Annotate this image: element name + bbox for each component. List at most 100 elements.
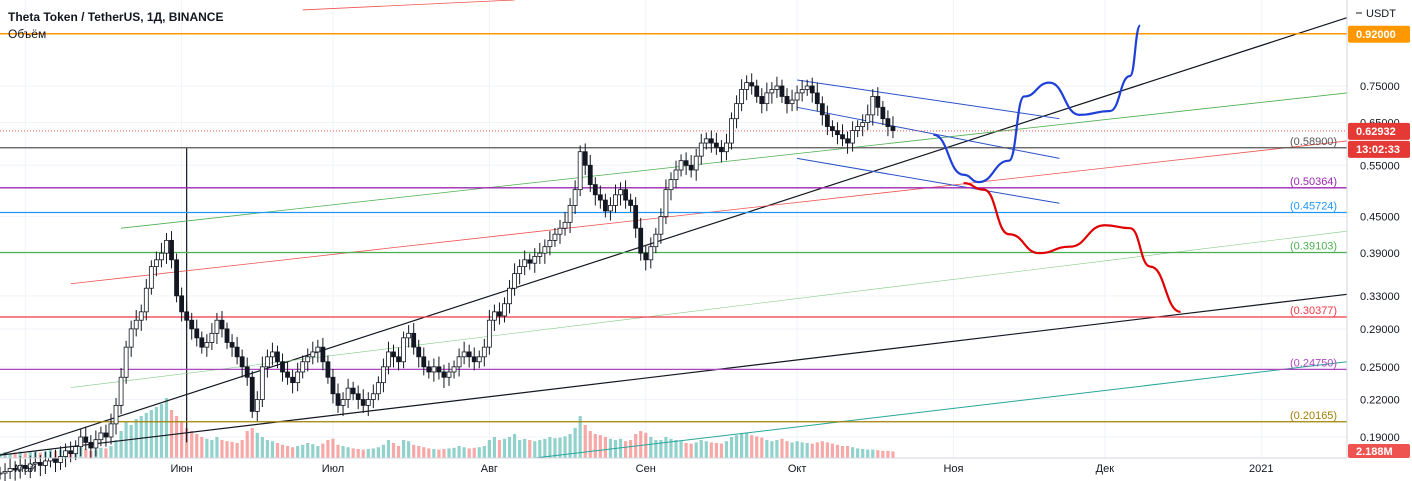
- price-axis[interactable]: USDT0.750000.650000.550000.450000.390000…: [1356, 8, 1400, 444]
- volume-bar: [28, 452, 32, 458]
- candle-body: [547, 239, 553, 248]
- candle-body: [335, 393, 341, 406]
- candle-body: [678, 160, 684, 171]
- candle-body: [890, 126, 896, 131]
- candle-body: [148, 266, 154, 289]
- candle-body: [512, 273, 517, 289]
- currency-label[interactable]: USDT: [1366, 8, 1396, 20]
- candle-body: [708, 138, 714, 144]
- candle-body: [199, 337, 205, 348]
- candle-body: [53, 457, 58, 463]
- volume-bar: [250, 428, 254, 458]
- candle-body: [280, 361, 285, 373]
- horizontal-levels: (0.58900) (0.50364) (0.45724) (0.39103) (0.3…: [0, 33, 1347, 423]
- candle-body: [103, 432, 109, 438]
- volume-bar: [861, 449, 865, 458]
- y-tick-label: 0.29000: [1360, 324, 1400, 336]
- volume-bar: [810, 443, 814, 458]
- candle-body: [345, 387, 351, 400]
- candle-body: [391, 351, 396, 358]
- volume-bar: [770, 441, 774, 458]
- time-axis[interactable]: Май Июн Июл Авг Сен Окт Ноя Дек 2021: [14, 463, 1273, 475]
- candle-body: [204, 342, 210, 348]
- candle-body: [174, 259, 179, 297]
- volume-bar: [528, 440, 532, 458]
- volume-bar: [401, 440, 406, 458]
- volume-bar: [129, 425, 133, 458]
- volume-bar: [417, 446, 421, 458]
- candle-body: [244, 366, 250, 378]
- candle-body: [623, 189, 628, 201]
- volume-bar: [154, 407, 158, 458]
- candle-body: [264, 356, 270, 368]
- candle-body: [830, 126, 835, 131]
- volume-bar: [452, 447, 456, 458]
- x-tick-label: Дек: [1096, 463, 1115, 475]
- candle-body: [138, 311, 144, 321]
- candle-body: [582, 151, 588, 166]
- candle-body: [688, 164, 694, 171]
- candle-body: [396, 356, 401, 363]
- y-tick-label: 0.45000: [1360, 212, 1400, 224]
- candle-body: [32, 462, 38, 465]
- candle-body: [214, 319, 220, 334]
- candle-body: [471, 356, 477, 363]
- candle-body: [804, 85, 810, 90]
- y-tick-label: 0.33000: [1360, 291, 1400, 303]
- volume-bar: [341, 446, 345, 458]
- volume-bar: [866, 449, 870, 458]
- y-tick-label: 0.19000: [1360, 432, 1400, 444]
- candle-body: [759, 96, 765, 105]
- volume-bar: [502, 438, 507, 458]
- candle-body: [476, 356, 482, 363]
- bearish-projection-path: [963, 181, 1181, 313]
- volume-bar: [270, 441, 275, 458]
- candle-body: [219, 319, 225, 330]
- volume-bar: [346, 447, 350, 458]
- volume-bar: [391, 443, 396, 458]
- target-price-tag: 0.92000: [1356, 29, 1396, 41]
- candle-body: [507, 287, 512, 305]
- candle-body: [421, 356, 427, 368]
- volume-bar: [220, 440, 224, 458]
- volume-bar: [805, 443, 809, 458]
- candle-body: [602, 199, 608, 212]
- volume-bar: [588, 431, 592, 458]
- volume-bar: [457, 446, 461, 458]
- candle-body: [179, 295, 185, 313]
- x-tick-label: Июл: [322, 463, 344, 475]
- candle-body: [724, 142, 729, 153]
- y-tick-label: 0.75000: [1360, 81, 1400, 93]
- candle-body: [552, 233, 558, 241]
- candle-body: [98, 432, 104, 441]
- candle-body: [466, 351, 472, 358]
- candle-body: [850, 130, 855, 144]
- volume-bar: [351, 448, 355, 458]
- candle-body: [577, 151, 583, 191]
- volume-bar: [99, 447, 103, 458]
- volume-bar: [376, 447, 380, 458]
- x-tick-label: Ноя: [943, 463, 963, 475]
- volume-indicator-label[interactable]: Объём: [8, 27, 47, 41]
- volume-bar: [482, 446, 486, 458]
- volume-bar: [785, 441, 789, 458]
- candle-body: [799, 89, 805, 94]
- volume-bar: [538, 440, 542, 458]
- candle-body: [184, 311, 190, 321]
- candle-body: [375, 382, 381, 395]
- symbol-title[interactable]: Theta Token / TetherUS, 1Д, BINANCE: [8, 10, 224, 24]
- volume-bar: [84, 449, 88, 458]
- volume-bar: [240, 440, 244, 458]
- candle-body: [774, 85, 780, 90]
- candle-body: [63, 450, 68, 457]
- candle-body: [663, 189, 669, 217]
- candle-body: [481, 346, 487, 358]
- candle-body: [744, 82, 750, 90]
- candle-body: [113, 404, 119, 425]
- candle-body: [58, 456, 63, 463]
- candle-body: [295, 371, 301, 384]
- volume-bar: [664, 437, 668, 458]
- volume-bar: [593, 434, 597, 458]
